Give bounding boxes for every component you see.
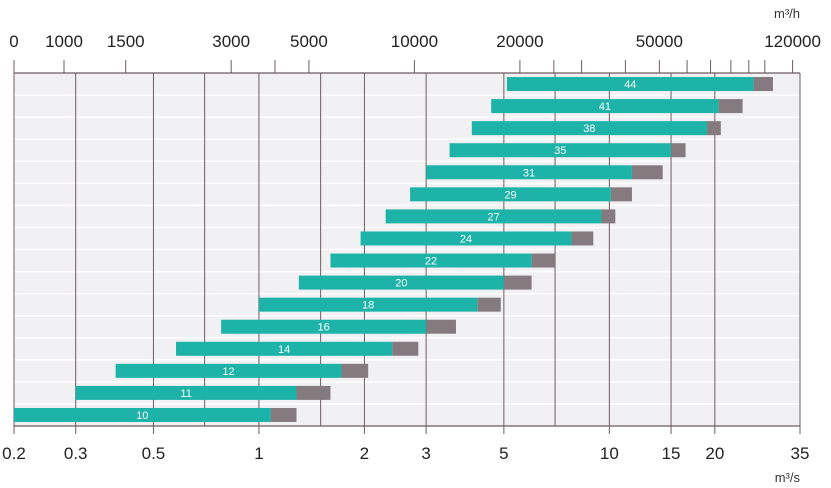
- bar-extension: [718, 99, 743, 114]
- bottom-axis-tick-label: 0.2: [2, 444, 26, 463]
- bottom-axis-tick-label: 20: [705, 444, 724, 463]
- bar-value-label: 20: [395, 278, 407, 290]
- bar-value-label: 29: [504, 189, 516, 201]
- bar-range: [385, 209, 602, 224]
- bar-extension: [341, 363, 369, 378]
- bar-value-label: 18: [362, 300, 374, 312]
- bar-value-label: 41: [599, 101, 611, 113]
- bar-range: [258, 297, 478, 312]
- bar-range: [506, 77, 754, 92]
- bar-extension: [477, 297, 501, 312]
- bottom-axis-tick-label: 2: [360, 444, 369, 463]
- top-axis-unit: m³/h: [774, 6, 800, 21]
- bar-extension: [707, 121, 721, 136]
- bar-value-label: 44: [624, 79, 636, 91]
- bar-range: [75, 385, 297, 400]
- top-axis-tick-label: 3000: [212, 32, 250, 51]
- row-lines: [14, 94, 800, 405]
- bar-value-label: 24: [460, 233, 472, 245]
- bottom-axis-tick-label: 15: [662, 444, 681, 463]
- top-axis-tick-label: 120000: [764, 32, 821, 51]
- bar-extension: [631, 165, 663, 180]
- bar-range: [471, 121, 708, 136]
- bar-value-label: 14: [278, 344, 290, 356]
- bottom-axis-tick-label: 10: [600, 444, 619, 463]
- bar-extension: [610, 187, 632, 202]
- bar-value-label: 35: [554, 145, 566, 157]
- bottom-axis-tick-label: 0.5: [142, 444, 166, 463]
- bar-range: [14, 407, 271, 422]
- top-axis-tick-label: 10000: [391, 32, 438, 51]
- bottom-axis-tick-label: 35: [791, 444, 810, 463]
- top-axis-tick-label: 5000: [290, 32, 328, 51]
- plot-frame: [14, 72, 800, 427]
- bottom-axis-tick-label: 3: [421, 444, 430, 463]
- top-axis-tick-label: 20000: [496, 32, 543, 51]
- bar-extension: [392, 341, 419, 356]
- bar-range: [360, 231, 572, 246]
- bar-value-label: 27: [487, 211, 499, 223]
- bar-range: [330, 253, 532, 268]
- bar-value-label: 31: [523, 167, 535, 179]
- bar-extension: [671, 143, 686, 158]
- bar-extension: [531, 253, 556, 268]
- bar-extension: [503, 275, 532, 290]
- bar-range: [491, 99, 719, 114]
- bar-value-label: 12: [222, 366, 234, 378]
- top-axis: 0 1000 1500 3000 5000 10000 20000 50000 120000: [9, 32, 821, 73]
- bottom-axis-tick-label: 5: [499, 444, 508, 463]
- bar-value-label: 16: [317, 322, 329, 334]
- bar-range: [115, 363, 342, 378]
- bottom-axis-tick-label: 0.3: [64, 444, 88, 463]
- bars: 10 11 12 14 16 18 20 22 24 27 29 31 35 38 41 44: [14, 77, 773, 422]
- bar-range: [176, 341, 393, 356]
- bottom-axis-unit: m³/s: [775, 470, 801, 485]
- bottom-axis-tick-label: 1: [254, 444, 263, 463]
- bar-extension: [753, 77, 773, 92]
- top-axis-tick-label: 1500: [107, 32, 145, 51]
- bar-value-label: 11: [180, 388, 191, 400]
- top-axis-tick-label: 0: [9, 32, 18, 51]
- bar-range: [426, 165, 632, 180]
- bar-value-label: 10: [136, 410, 148, 422]
- bar-value-label: 38: [583, 123, 595, 135]
- bar-extension: [270, 407, 297, 422]
- bar-extension: [571, 231, 594, 246]
- bar-range: [298, 275, 504, 290]
- bar-range: [410, 187, 611, 202]
- bar-extension: [426, 319, 456, 334]
- bar-extension: [296, 385, 331, 400]
- bar-range: [221, 319, 427, 334]
- top-axis-tick-label: 1000: [45, 32, 83, 51]
- bar-extension: [601, 209, 616, 224]
- top-axis-tick-label: 50000: [636, 32, 683, 51]
- bar-value-label: 22: [425, 256, 437, 268]
- bar-range: [449, 143, 672, 158]
- bottom-axis: 0.2 0.3 0.5 1 2 3 5 10 15 20 35: [2, 426, 809, 463]
